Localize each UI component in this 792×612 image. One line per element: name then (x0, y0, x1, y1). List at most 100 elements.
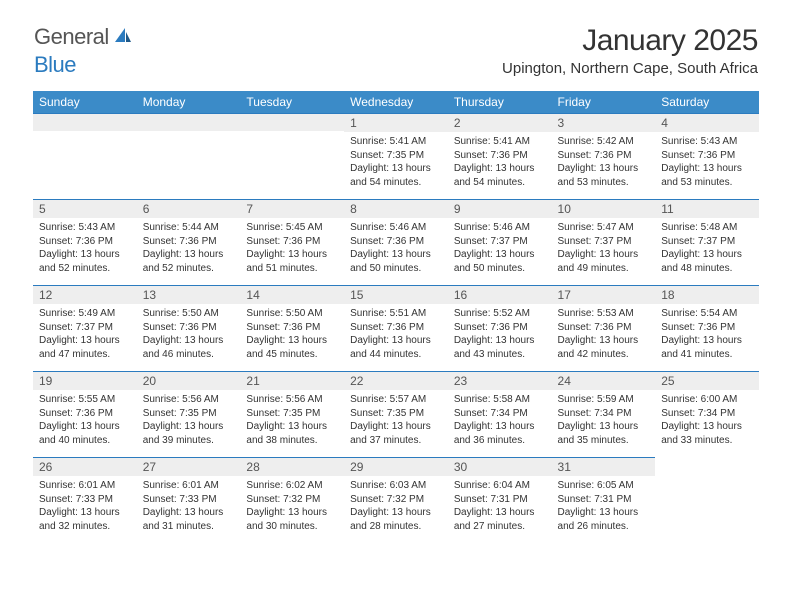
day-header-wednesday: Wednesday (344, 91, 448, 113)
day-number: 29 (344, 457, 448, 476)
header: General January 2025 Upington, Northern … (0, 0, 792, 85)
logo-text-general: General (34, 24, 109, 50)
empty-day-bar (137, 113, 241, 131)
day-number: 16 (448, 285, 552, 304)
calendar-body: 1Sunrise: 5:41 AMSunset: 7:35 PMDaylight… (33, 113, 759, 543)
day-number: 12 (33, 285, 137, 304)
week-row: 12Sunrise: 5:49 AMSunset: 7:37 PMDayligh… (33, 285, 759, 371)
day-cell: 15Sunrise: 5:51 AMSunset: 7:36 PMDayligh… (344, 285, 448, 371)
day-cell: 21Sunrise: 5:56 AMSunset: 7:35 PMDayligh… (240, 371, 344, 457)
month-title: January 2025 (502, 24, 758, 58)
day-number: 27 (137, 457, 241, 476)
day-number: 20 (137, 371, 241, 390)
day-number: 17 (552, 285, 656, 304)
day-cell: 28Sunrise: 6:02 AMSunset: 7:32 PMDayligh… (240, 457, 344, 543)
logo-sail-icon (113, 26, 133, 49)
day-header-friday: Friday (552, 91, 656, 113)
day-cell: 13Sunrise: 5:50 AMSunset: 7:36 PMDayligh… (137, 285, 241, 371)
day-details: Sunrise: 5:53 AMSunset: 7:36 PMDaylight:… (552, 304, 656, 363)
day-details: Sunrise: 5:54 AMSunset: 7:36 PMDaylight:… (655, 304, 759, 363)
day-cell: 10Sunrise: 5:47 AMSunset: 7:37 PMDayligh… (552, 199, 656, 285)
day-details: Sunrise: 5:59 AMSunset: 7:34 PMDaylight:… (552, 390, 656, 449)
day-details: Sunrise: 5:42 AMSunset: 7:36 PMDaylight:… (552, 132, 656, 191)
empty-cell (655, 457, 759, 543)
week-row: 5Sunrise: 5:43 AMSunset: 7:36 PMDaylight… (33, 199, 759, 285)
day-details: Sunrise: 6:02 AMSunset: 7:32 PMDaylight:… (240, 476, 344, 535)
day-details: Sunrise: 5:43 AMSunset: 7:36 PMDaylight:… (655, 132, 759, 191)
logo-blue-wrap: Blue (34, 52, 76, 78)
day-details: Sunrise: 5:50 AMSunset: 7:36 PMDaylight:… (240, 304, 344, 363)
day-cell: 24Sunrise: 5:59 AMSunset: 7:34 PMDayligh… (552, 371, 656, 457)
title-block: January 2025 Upington, Northern Cape, So… (502, 24, 758, 77)
day-number: 30 (448, 457, 552, 476)
day-details: Sunrise: 5:46 AMSunset: 7:36 PMDaylight:… (344, 218, 448, 277)
day-details: Sunrise: 5:57 AMSunset: 7:35 PMDaylight:… (344, 390, 448, 449)
day-details: Sunrise: 5:43 AMSunset: 7:36 PMDaylight:… (33, 218, 137, 277)
day-header-monday: Monday (137, 91, 241, 113)
day-cell: 31Sunrise: 6:05 AMSunset: 7:31 PMDayligh… (552, 457, 656, 543)
day-cell: 26Sunrise: 6:01 AMSunset: 7:33 PMDayligh… (33, 457, 137, 543)
day-details: Sunrise: 6:01 AMSunset: 7:33 PMDaylight:… (33, 476, 137, 535)
day-cell: 19Sunrise: 5:55 AMSunset: 7:36 PMDayligh… (33, 371, 137, 457)
day-number: 21 (240, 371, 344, 390)
day-cell: 9Sunrise: 5:46 AMSunset: 7:37 PMDaylight… (448, 199, 552, 285)
day-number: 10 (552, 199, 656, 218)
day-number: 5 (33, 199, 137, 218)
day-number: 1 (344, 113, 448, 132)
day-header-sunday: Sunday (33, 91, 137, 113)
calendar-head: SundayMondayTuesdayWednesdayThursdayFrid… (33, 91, 759, 113)
day-number: 23 (448, 371, 552, 390)
logo: General (34, 24, 135, 50)
day-details: Sunrise: 5:47 AMSunset: 7:37 PMDaylight:… (552, 218, 656, 277)
day-number: 11 (655, 199, 759, 218)
day-details: Sunrise: 6:05 AMSunset: 7:31 PMDaylight:… (552, 476, 656, 535)
day-number: 28 (240, 457, 344, 476)
day-number: 24 (552, 371, 656, 390)
day-cell: 20Sunrise: 5:56 AMSunset: 7:35 PMDayligh… (137, 371, 241, 457)
day-details: Sunrise: 5:44 AMSunset: 7:36 PMDaylight:… (137, 218, 241, 277)
day-header-thursday: Thursday (448, 91, 552, 113)
day-details: Sunrise: 6:03 AMSunset: 7:32 PMDaylight:… (344, 476, 448, 535)
day-details: Sunrise: 5:58 AMSunset: 7:34 PMDaylight:… (448, 390, 552, 449)
day-cell: 29Sunrise: 6:03 AMSunset: 7:32 PMDayligh… (344, 457, 448, 543)
day-details: Sunrise: 5:56 AMSunset: 7:35 PMDaylight:… (240, 390, 344, 449)
empty-cell (240, 113, 344, 199)
week-row: 1Sunrise: 5:41 AMSunset: 7:35 PMDaylight… (33, 113, 759, 199)
day-details: Sunrise: 5:51 AMSunset: 7:36 PMDaylight:… (344, 304, 448, 363)
day-cell: 30Sunrise: 6:04 AMSunset: 7:31 PMDayligh… (448, 457, 552, 543)
day-header-tuesday: Tuesday (240, 91, 344, 113)
day-cell: 7Sunrise: 5:45 AMSunset: 7:36 PMDaylight… (240, 199, 344, 285)
day-details: Sunrise: 5:41 AMSunset: 7:35 PMDaylight:… (344, 132, 448, 191)
logo-text-blue: Blue (34, 52, 76, 77)
day-cell: 1Sunrise: 5:41 AMSunset: 7:35 PMDaylight… (344, 113, 448, 199)
day-details: Sunrise: 5:48 AMSunset: 7:37 PMDaylight:… (655, 218, 759, 277)
location: Upington, Northern Cape, South Africa (502, 60, 758, 77)
day-details: Sunrise: 6:01 AMSunset: 7:33 PMDaylight:… (137, 476, 241, 535)
day-cell: 5Sunrise: 5:43 AMSunset: 7:36 PMDaylight… (33, 199, 137, 285)
day-details: Sunrise: 5:49 AMSunset: 7:37 PMDaylight:… (33, 304, 137, 363)
day-number: 7 (240, 199, 344, 218)
day-details: Sunrise: 6:00 AMSunset: 7:34 PMDaylight:… (655, 390, 759, 449)
day-cell: 18Sunrise: 5:54 AMSunset: 7:36 PMDayligh… (655, 285, 759, 371)
day-number: 2 (448, 113, 552, 132)
day-cell: 12Sunrise: 5:49 AMSunset: 7:37 PMDayligh… (33, 285, 137, 371)
day-number: 22 (344, 371, 448, 390)
day-number: 6 (137, 199, 241, 218)
empty-day-bar (33, 113, 137, 131)
day-header-saturday: Saturday (655, 91, 759, 113)
day-cell: 8Sunrise: 5:46 AMSunset: 7:36 PMDaylight… (344, 199, 448, 285)
day-number: 13 (137, 285, 241, 304)
week-row: 19Sunrise: 5:55 AMSunset: 7:36 PMDayligh… (33, 371, 759, 457)
day-cell: 2Sunrise: 5:41 AMSunset: 7:36 PMDaylight… (448, 113, 552, 199)
day-details: Sunrise: 5:46 AMSunset: 7:37 PMDaylight:… (448, 218, 552, 277)
day-number: 15 (344, 285, 448, 304)
day-number: 8 (344, 199, 448, 218)
empty-cell (137, 113, 241, 199)
day-details: Sunrise: 5:55 AMSunset: 7:36 PMDaylight:… (33, 390, 137, 449)
day-cell: 16Sunrise: 5:52 AMSunset: 7:36 PMDayligh… (448, 285, 552, 371)
day-cell: 17Sunrise: 5:53 AMSunset: 7:36 PMDayligh… (552, 285, 656, 371)
empty-day-bar (240, 113, 344, 131)
day-number: 26 (33, 457, 137, 476)
day-details: Sunrise: 5:52 AMSunset: 7:36 PMDaylight:… (448, 304, 552, 363)
calendar-table: SundayMondayTuesdayWednesdayThursdayFrid… (33, 91, 759, 543)
